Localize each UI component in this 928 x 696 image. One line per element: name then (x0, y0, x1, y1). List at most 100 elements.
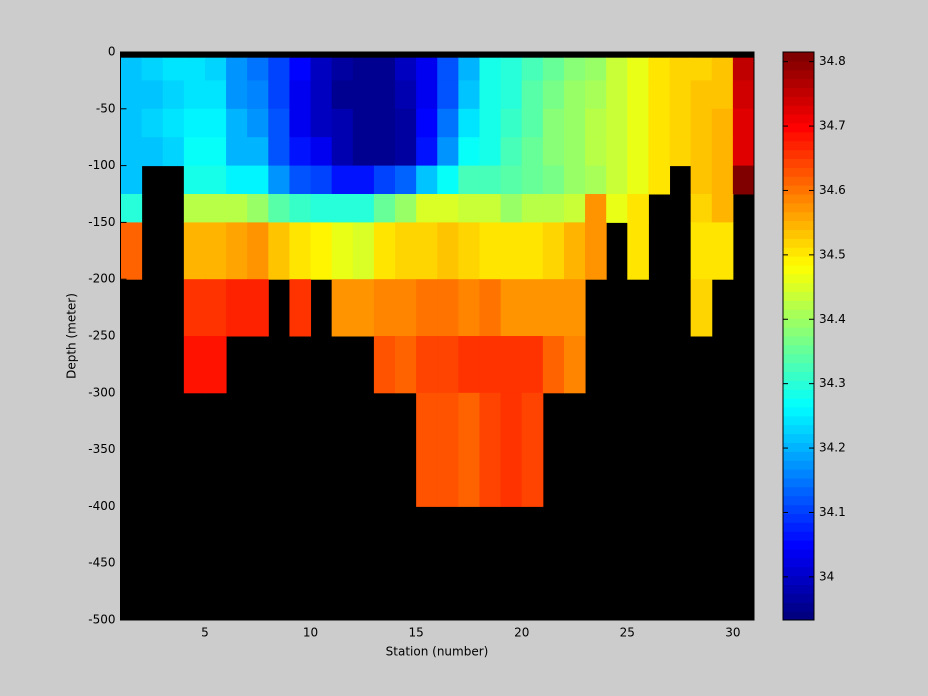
heatmap-cell (606, 137, 628, 167)
heatmap-cell (204, 165, 227, 195)
heatmap-cell (479, 194, 502, 223)
heatmap-cell (711, 57, 734, 81)
colorbar-tick-label: 34.7 (819, 119, 846, 133)
heatmap-cell (521, 165, 544, 195)
heatmap-cell (479, 108, 502, 138)
colorbar-swatch (783, 611, 814, 621)
colorbar-swatch (783, 566, 814, 577)
heatmap-cell (648, 80, 671, 110)
heatmap-cell (563, 336, 586, 394)
heatmap-cell (395, 194, 417, 223)
heatmap-cell (690, 57, 713, 81)
colorbar-swatch (783, 291, 814, 301)
heatmap-cell (310, 194, 333, 223)
heatmap-cell (268, 194, 290, 223)
heatmap-cell (711, 80, 734, 110)
heatmap-cell (669, 57, 692, 81)
heatmap-cell (563, 222, 586, 280)
heatmap-cell (289, 108, 312, 138)
heatmap-cell (648, 108, 671, 138)
heatmap-cell (437, 108, 459, 138)
heatmap-cell (542, 194, 565, 223)
heatmap-cell (204, 222, 227, 280)
heatmap-cell (563, 108, 586, 138)
heatmap-cell (204, 57, 227, 81)
heatmap-cell (310, 80, 333, 110)
heatmap-cell (542, 108, 565, 138)
colorbar-swatch (783, 149, 814, 159)
colorbar-swatch (783, 549, 814, 559)
heatmap-cell (437, 80, 459, 110)
heatmap-cell (416, 165, 438, 195)
heatmap-cell (416, 336, 438, 394)
heatmap-cell (331, 222, 354, 280)
heatmap-cell (437, 222, 459, 280)
heatmap-cell (711, 108, 734, 138)
colorbar-swatch (783, 371, 814, 381)
heatmap-cell (204, 108, 227, 138)
heatmap-cell (690, 194, 713, 223)
heatmap-cell (627, 222, 649, 280)
heatmap-cell (226, 80, 248, 110)
heatmap-cell (606, 80, 628, 110)
heatmap-cell (458, 222, 480, 280)
heatmap-cell (690, 279, 713, 337)
heatmap-cell (479, 279, 502, 337)
y-tick-label: -450 (88, 556, 115, 570)
y-tick-label: -300 (88, 385, 115, 399)
colorbar-swatch (783, 211, 814, 222)
y-tick-label: 0 (108, 45, 116, 59)
colorbar-swatch (783, 194, 814, 204)
heatmap-cell (120, 108, 143, 138)
heatmap-cell (606, 57, 628, 81)
heatmap-cell (690, 165, 713, 195)
colorbar-swatch (783, 407, 814, 417)
colorbar-swatch (783, 60, 814, 71)
heatmap-cell (247, 108, 269, 138)
heatmap-cell (331, 137, 354, 167)
heatmap-cell (479, 165, 502, 195)
heatmap-cell (331, 165, 354, 195)
heatmap-cell (437, 336, 459, 394)
heatmap-cell (690, 80, 713, 110)
heatmap-cell (479, 222, 502, 280)
colorbar-swatch (783, 336, 814, 346)
heatmap-cell (310, 137, 333, 167)
colorbar-swatch (783, 52, 814, 62)
heatmap-cell (500, 222, 523, 280)
heatmap-cell (120, 165, 143, 195)
colorbar-swatch (783, 513, 814, 523)
heatmap-cell (648, 57, 671, 81)
heatmap-cell (585, 80, 607, 110)
heatmap-cell (289, 222, 312, 280)
heatmap-cell (542, 137, 565, 167)
heatmap-cell (331, 57, 354, 81)
y-tick-label: -150 (88, 215, 115, 229)
heatmap-cell (648, 165, 671, 195)
heatmap-cell (542, 80, 565, 110)
heatmap-cell (416, 137, 438, 167)
heatmap-cell (183, 57, 206, 81)
colorbar-swatch (783, 265, 814, 275)
heatmap-cell (563, 279, 586, 337)
heatmap-cell (120, 80, 143, 110)
heatmap-cell (627, 137, 649, 167)
heatmap-cell (204, 279, 227, 337)
heatmap-cell (226, 222, 248, 280)
heatmap-cell (416, 194, 438, 223)
heatmap-cell (479, 336, 502, 394)
heatmap-cell (268, 57, 290, 81)
colorbar-swatch (783, 87, 814, 97)
colorbar-swatch (783, 185, 814, 195)
colorbar-swatch (783, 273, 814, 284)
colorbar-swatch (783, 282, 814, 293)
x-tick-label: 10 (303, 626, 318, 640)
heatmap-cell (416, 80, 438, 110)
heatmap-cell (268, 137, 290, 167)
colorbar-swatch (783, 256, 814, 266)
heatmap-cell (437, 165, 459, 195)
colorbar-swatch (783, 380, 814, 390)
heatmap-cell (479, 80, 502, 110)
colorbar-swatch (783, 557, 814, 568)
